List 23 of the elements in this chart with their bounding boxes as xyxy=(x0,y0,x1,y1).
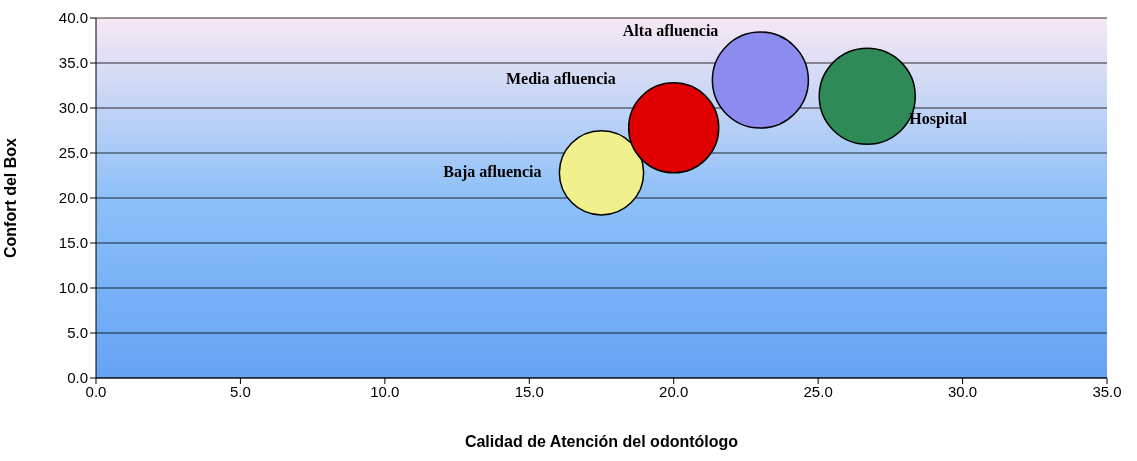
series-label: Media afluencia xyxy=(505,69,616,87)
series-label: Hospital xyxy=(909,110,968,129)
y-tick-label: 35.0 xyxy=(58,54,88,72)
y-tick-label: 20.0 xyxy=(58,189,88,207)
series-label: Baja afluencia xyxy=(443,162,542,181)
y-tick-label: 40.0 xyxy=(58,9,88,27)
x-tick-label: 10.0 xyxy=(370,382,400,400)
x-tick-label: 5.0 xyxy=(230,382,251,400)
x-tick-label: 30.0 xyxy=(947,382,978,400)
y-tick-label: 15.0 xyxy=(58,234,88,252)
y-tick-label: 5.0 xyxy=(67,324,88,342)
x-tick-label: 15.0 xyxy=(514,382,544,400)
x-tick-label: 35.0 xyxy=(1092,382,1122,400)
y-axis-title: Confort del Box xyxy=(1,137,19,258)
y-tick-label: 30.0 xyxy=(58,99,88,117)
series-label: Alta afluencia xyxy=(622,22,719,40)
y-tick-label: 25.0 xyxy=(58,144,88,162)
y-tick-label: 0.0 xyxy=(67,369,88,387)
x-axis-title: Calidad de Atención del odontólogo xyxy=(464,433,739,450)
x-tick-label: 20.0 xyxy=(659,382,689,400)
x-tick-label: 0.0 xyxy=(85,382,107,400)
x-tick-label: 25.0 xyxy=(803,382,833,400)
y-tick-label: 10.0 xyxy=(58,279,88,297)
